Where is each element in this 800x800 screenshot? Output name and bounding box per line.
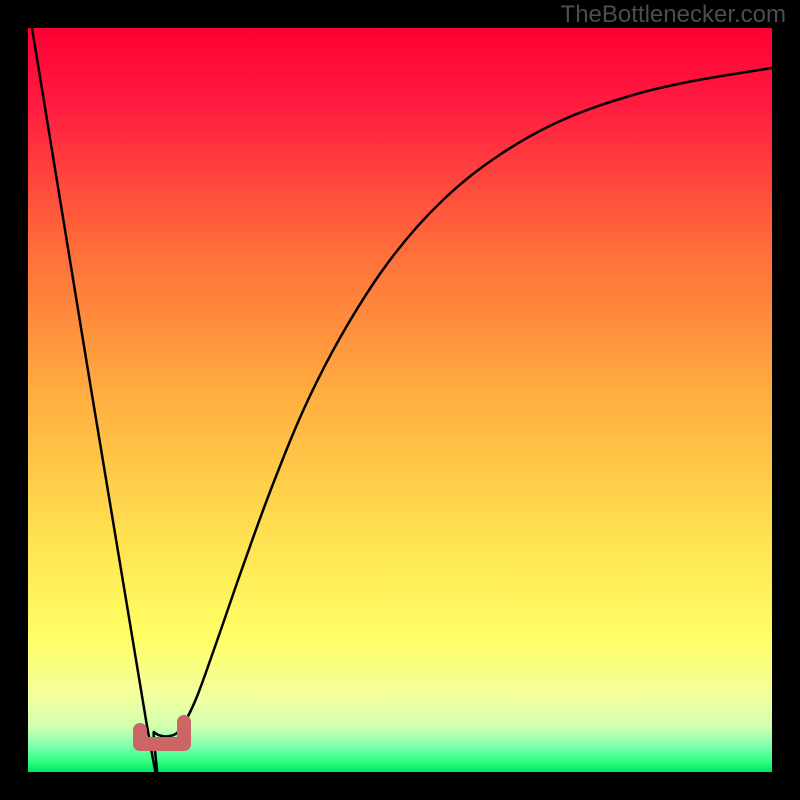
bottleneck-curve bbox=[32, 28, 772, 772]
curve-layer bbox=[28, 28, 772, 772]
plot-area bbox=[28, 28, 772, 772]
watermark-text: TheBottlenecker.com bbox=[561, 1, 786, 29]
chart-wrapper: TheBottlenecker.com bbox=[0, 0, 800, 800]
